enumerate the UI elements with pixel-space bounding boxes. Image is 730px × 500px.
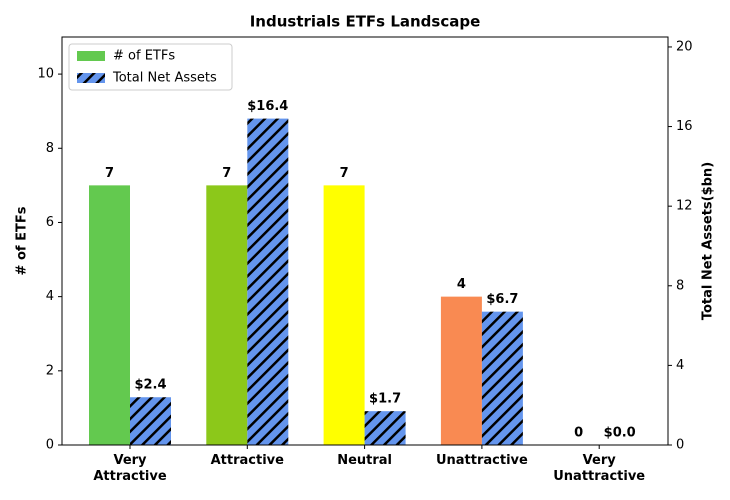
- y2-tick-label: 20: [676, 39, 693, 54]
- value-label: 7: [105, 166, 114, 181]
- y-tick-label: 0: [46, 438, 54, 453]
- bar: [440, 296, 482, 445]
- legend-swatch: [77, 73, 105, 83]
- x-tick-label: Very Unattractive: [553, 453, 646, 484]
- y-tick-label: 8: [46, 141, 54, 156]
- legend-box: [68, 43, 233, 91]
- value-label: 7: [340, 166, 349, 181]
- bar: [130, 397, 171, 445]
- chart-title: Industrials ETFs Landscape: [250, 13, 481, 31]
- x-tick-label: Unattractive: [435, 453, 528, 468]
- y-axis-label: # of ETFs: [15, 206, 30, 275]
- value-label: $1.7: [369, 392, 401, 407]
- y2-tick-label: 0: [676, 438, 684, 453]
- value-label: $16.4: [247, 99, 288, 114]
- bar: [247, 118, 289, 445]
- legend-label: # of ETFs: [113, 49, 175, 64]
- bar: [323, 185, 365, 445]
- value-label: $6.7: [486, 292, 518, 307]
- bar: [481, 311, 523, 445]
- legend-label: Total Net Assets: [112, 71, 217, 86]
- y-tick-label: 10: [37, 67, 54, 82]
- legend-swatch: [77, 51, 105, 61]
- value-label: $0.0: [604, 426, 636, 441]
- y2-tick-label: 16: [676, 119, 693, 134]
- bar: [89, 185, 130, 445]
- y2-tick-label: 12: [676, 199, 693, 214]
- value-label: 0: [574, 426, 583, 441]
- y2-tick-label: 8: [676, 278, 684, 293]
- value-label: 7: [222, 166, 231, 181]
- plot-frame: [61, 36, 669, 446]
- x-tick-label: Very Attractive: [93, 453, 167, 484]
- y2-axis-label: Total Net Assets($bn): [701, 162, 716, 320]
- bar: [206, 185, 248, 445]
- x-tick-label: Attractive: [210, 453, 284, 468]
- y-tick-label: 6: [46, 215, 54, 230]
- bar: [364, 411, 406, 445]
- y-tick-label: 2: [46, 363, 54, 378]
- x-tick-label: Neutral: [337, 453, 392, 468]
- y-tick-label: 4: [46, 289, 54, 304]
- y2-tick-label: 4: [676, 358, 684, 373]
- value-label: $2.4: [134, 378, 166, 393]
- value-label: 4: [457, 277, 466, 292]
